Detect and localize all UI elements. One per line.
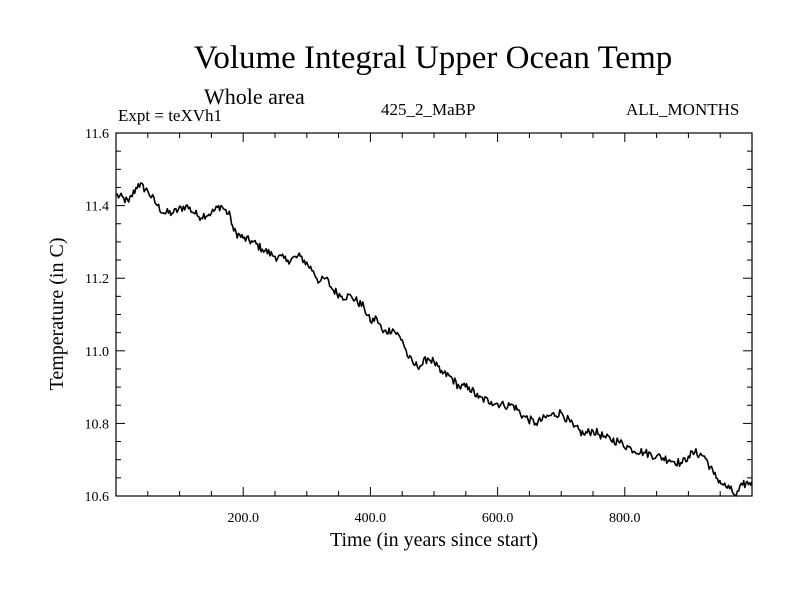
chart-subtitle: Whole area — [204, 84, 305, 109]
y-tick-label: 11.4 — [85, 200, 109, 215]
plot-frame — [115, 132, 753, 497]
y-tick-label: 10.8 — [85, 417, 110, 432]
tick-marks — [116, 133, 752, 496]
y-tick-label: 11.6 — [85, 127, 109, 142]
y-axis-label: Temperature (in C) — [46, 238, 68, 391]
temperature-series-line — [115, 182, 753, 497]
period-label: ALL_MONTHS — [626, 100, 740, 119]
experiment-label: Expt = teXVh1 — [118, 106, 223, 125]
x-tick-label: 400.0 — [355, 511, 387, 526]
run-label: 425_2_MaBP — [381, 100, 476, 119]
x-tick-label: 800.0 — [609, 511, 641, 526]
y-tick-label: 11.0 — [85, 345, 109, 360]
tick-labels: 200.0 400.0 600.0 800.0 10.6 10.8 11.0 11.2 11.4… — [85, 127, 641, 526]
y-tick-label: 10.6 — [85, 490, 110, 505]
x-tick-label: 600.0 — [482, 511, 514, 526]
x-axis-label: Time (in years since start) — [330, 529, 538, 551]
y-tick-label: 11.2 — [85, 272, 109, 287]
x-tick-label: 200.0 — [227, 511, 259, 526]
chart-title: Volume Integral Upper Ocean Temp — [193, 40, 673, 76]
